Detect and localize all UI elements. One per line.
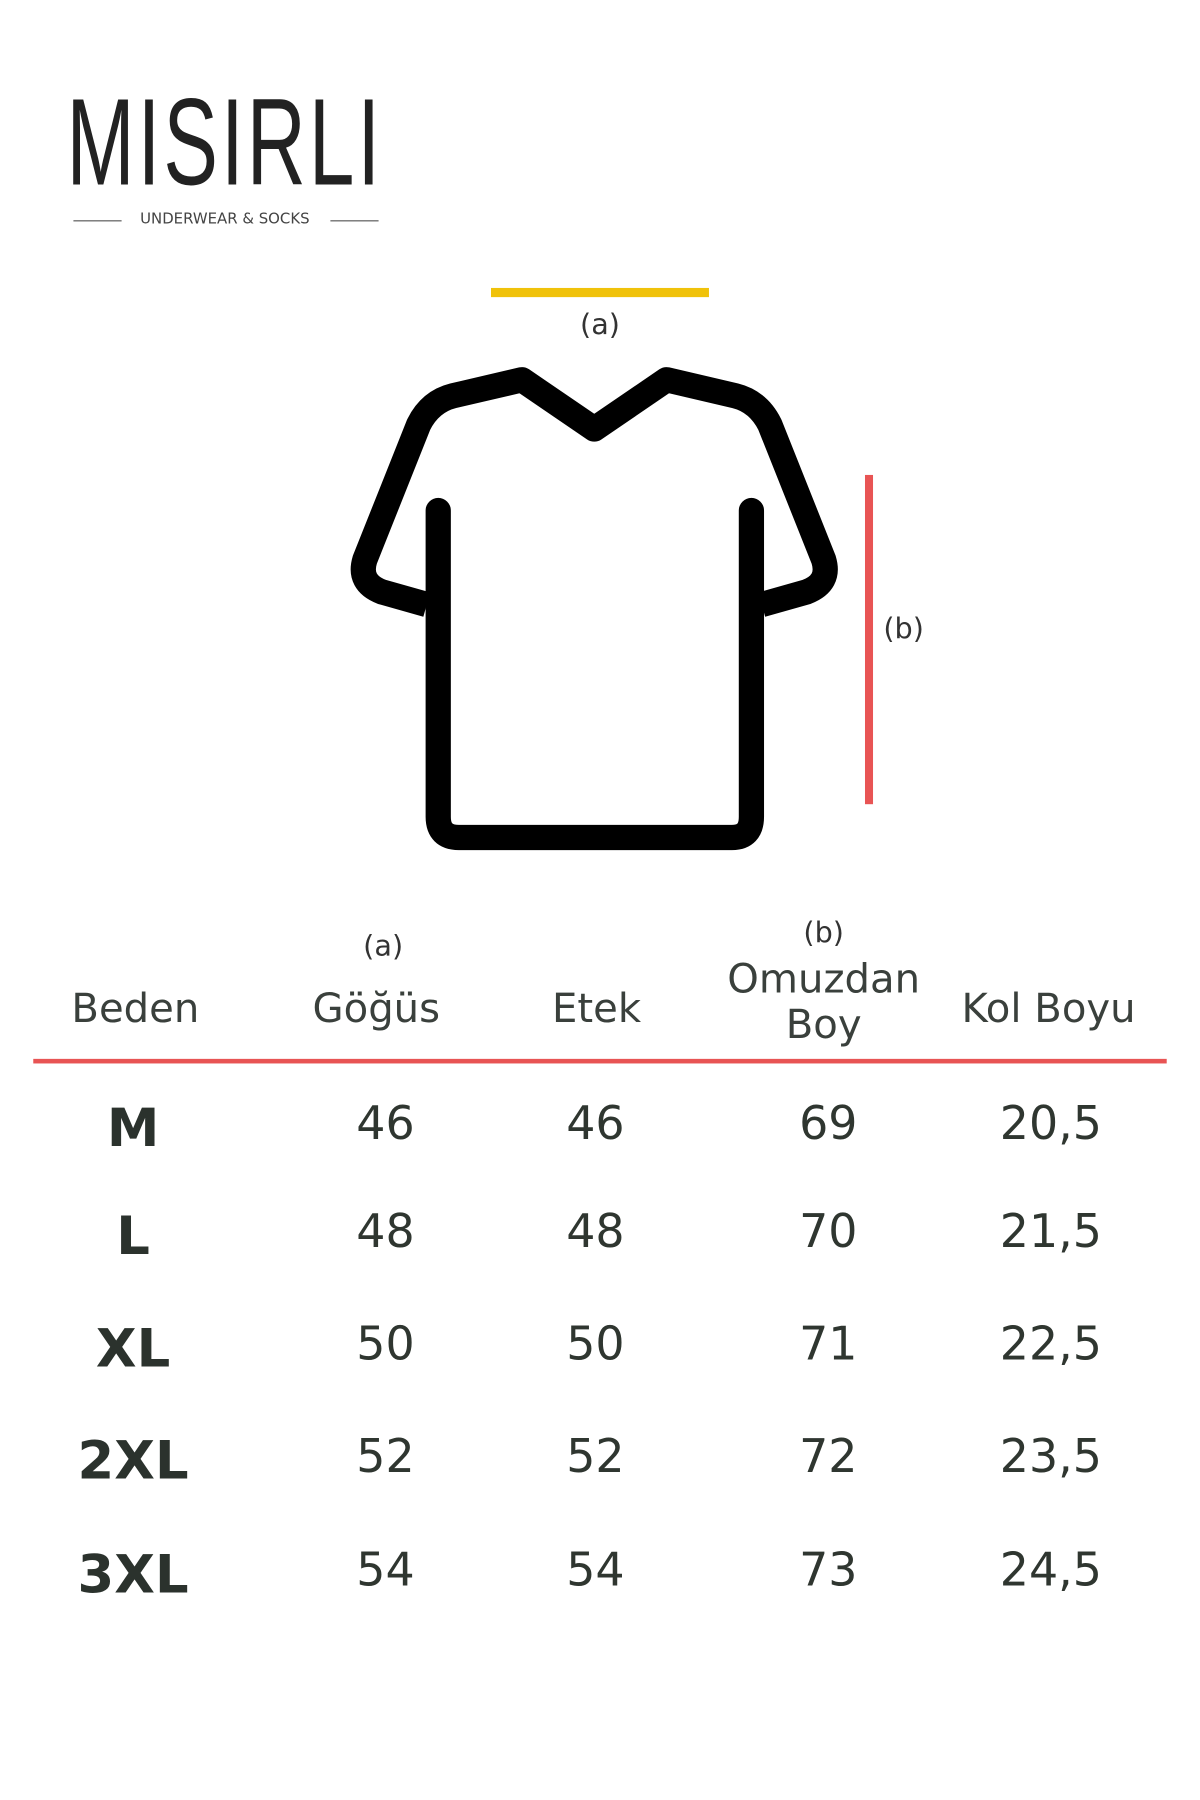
value-cell: 46	[566, 1097, 625, 1151]
header-gogus: Göğüs	[312, 986, 441, 1033]
value-cell: 48	[566, 1205, 625, 1259]
header-etek: Etek	[552, 986, 642, 1033]
header-kol-boyu: Kol Boyu	[961, 986, 1136, 1033]
header-divider	[33, 1058, 1167, 1064]
value-cell: 50	[566, 1318, 625, 1371]
logo-divider	[330, 220, 379, 222]
value-cell: 24,5	[999, 1544, 1102, 1597]
tshirt-icon	[350, 367, 838, 851]
size-cell: XL	[95, 1316, 171, 1379]
size-cell: M	[106, 1096, 160, 1159]
measure-a-line	[491, 287, 709, 298]
header-omuzdan-boy: Omuzdan Boy	[727, 956, 921, 1049]
header-beden: Beden	[71, 986, 200, 1033]
measure-b-line	[864, 474, 874, 805]
brand-name: MISIRLI	[66, 72, 384, 212]
logo-divider	[73, 220, 122, 222]
measure-b-label: (b)	[883, 611, 924, 645]
value-cell: 48	[356, 1205, 415, 1259]
value-cell: 54	[566, 1544, 625, 1597]
gogus-note: (a)	[363, 929, 404, 963]
value-cell: 52	[566, 1430, 625, 1484]
size-cell: L	[116, 1204, 150, 1267]
measure-a-label: (a)	[580, 307, 620, 341]
value-cell: 23,5	[999, 1430, 1102, 1484]
brand-tagline: UNDERWEAR & SOCKS	[140, 211, 310, 229]
value-cell: 21,5	[999, 1205, 1102, 1259]
value-cell: 54	[356, 1544, 415, 1597]
size-cell: 3XL	[77, 1542, 189, 1605]
size-cell: 2XL	[77, 1429, 189, 1492]
value-cell: 71	[799, 1318, 858, 1371]
value-cell: 69	[799, 1097, 858, 1151]
value-cell: 52	[356, 1430, 415, 1484]
value-cell: 70	[799, 1205, 858, 1259]
value-cell: 72	[799, 1430, 858, 1484]
value-cell: 50	[356, 1318, 415, 1371]
value-cell: 20,5	[999, 1097, 1102, 1151]
value-cell: 73	[799, 1544, 858, 1597]
value-cell: 22,5	[999, 1318, 1102, 1371]
value-cell: 46	[356, 1097, 415, 1151]
omuzdan-boy-note: (b)	[803, 915, 844, 949]
